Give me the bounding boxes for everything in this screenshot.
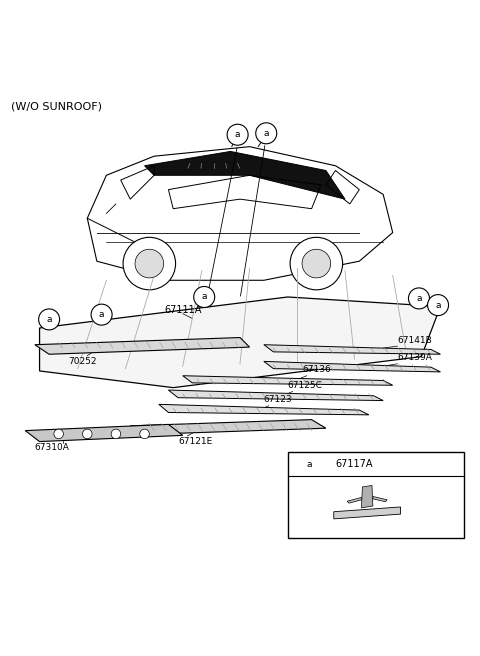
Text: 67310A: 67310A [35, 443, 70, 453]
Text: a: a [435, 300, 441, 310]
Text: 67136: 67136 [302, 365, 331, 375]
Polygon shape [183, 376, 393, 385]
Polygon shape [159, 404, 369, 415]
Text: a: a [235, 131, 240, 139]
Circle shape [54, 429, 63, 439]
Circle shape [135, 249, 164, 278]
Circle shape [408, 288, 430, 309]
Circle shape [140, 429, 149, 439]
Text: 67139A: 67139A [397, 354, 432, 362]
Text: 67123: 67123 [264, 396, 292, 404]
Text: (W/O SUNROOF): (W/O SUNROOF) [11, 101, 102, 112]
Circle shape [302, 249, 331, 278]
Text: a: a [264, 129, 269, 138]
Circle shape [290, 237, 343, 290]
Text: a: a [202, 293, 207, 302]
Text: a: a [47, 315, 52, 324]
Polygon shape [25, 424, 183, 441]
Polygon shape [264, 344, 441, 354]
Polygon shape [168, 390, 383, 401]
Circle shape [299, 453, 320, 474]
Text: 70252: 70252 [68, 357, 96, 365]
Polygon shape [373, 497, 387, 502]
Circle shape [194, 287, 215, 308]
Text: 67117A: 67117A [336, 459, 373, 469]
Polygon shape [144, 152, 345, 199]
Polygon shape [39, 297, 441, 388]
Circle shape [83, 429, 92, 439]
Text: 67121E: 67121E [178, 437, 212, 446]
Circle shape [91, 304, 112, 325]
Polygon shape [334, 507, 401, 519]
Text: a: a [416, 294, 422, 303]
Circle shape [111, 429, 120, 439]
Circle shape [256, 123, 277, 144]
FancyBboxPatch shape [288, 452, 464, 538]
Circle shape [38, 309, 60, 330]
Polygon shape [35, 338, 250, 354]
Circle shape [428, 295, 448, 316]
Polygon shape [130, 420, 326, 434]
Text: 67111A: 67111A [164, 305, 202, 315]
Text: a: a [306, 459, 312, 468]
Text: a: a [99, 310, 104, 319]
Polygon shape [361, 485, 373, 508]
Circle shape [123, 237, 176, 290]
Text: 67141B: 67141B [397, 336, 432, 344]
Polygon shape [264, 361, 441, 372]
Text: 67125C: 67125C [288, 381, 323, 390]
Polygon shape [347, 497, 361, 503]
Circle shape [227, 124, 248, 145]
